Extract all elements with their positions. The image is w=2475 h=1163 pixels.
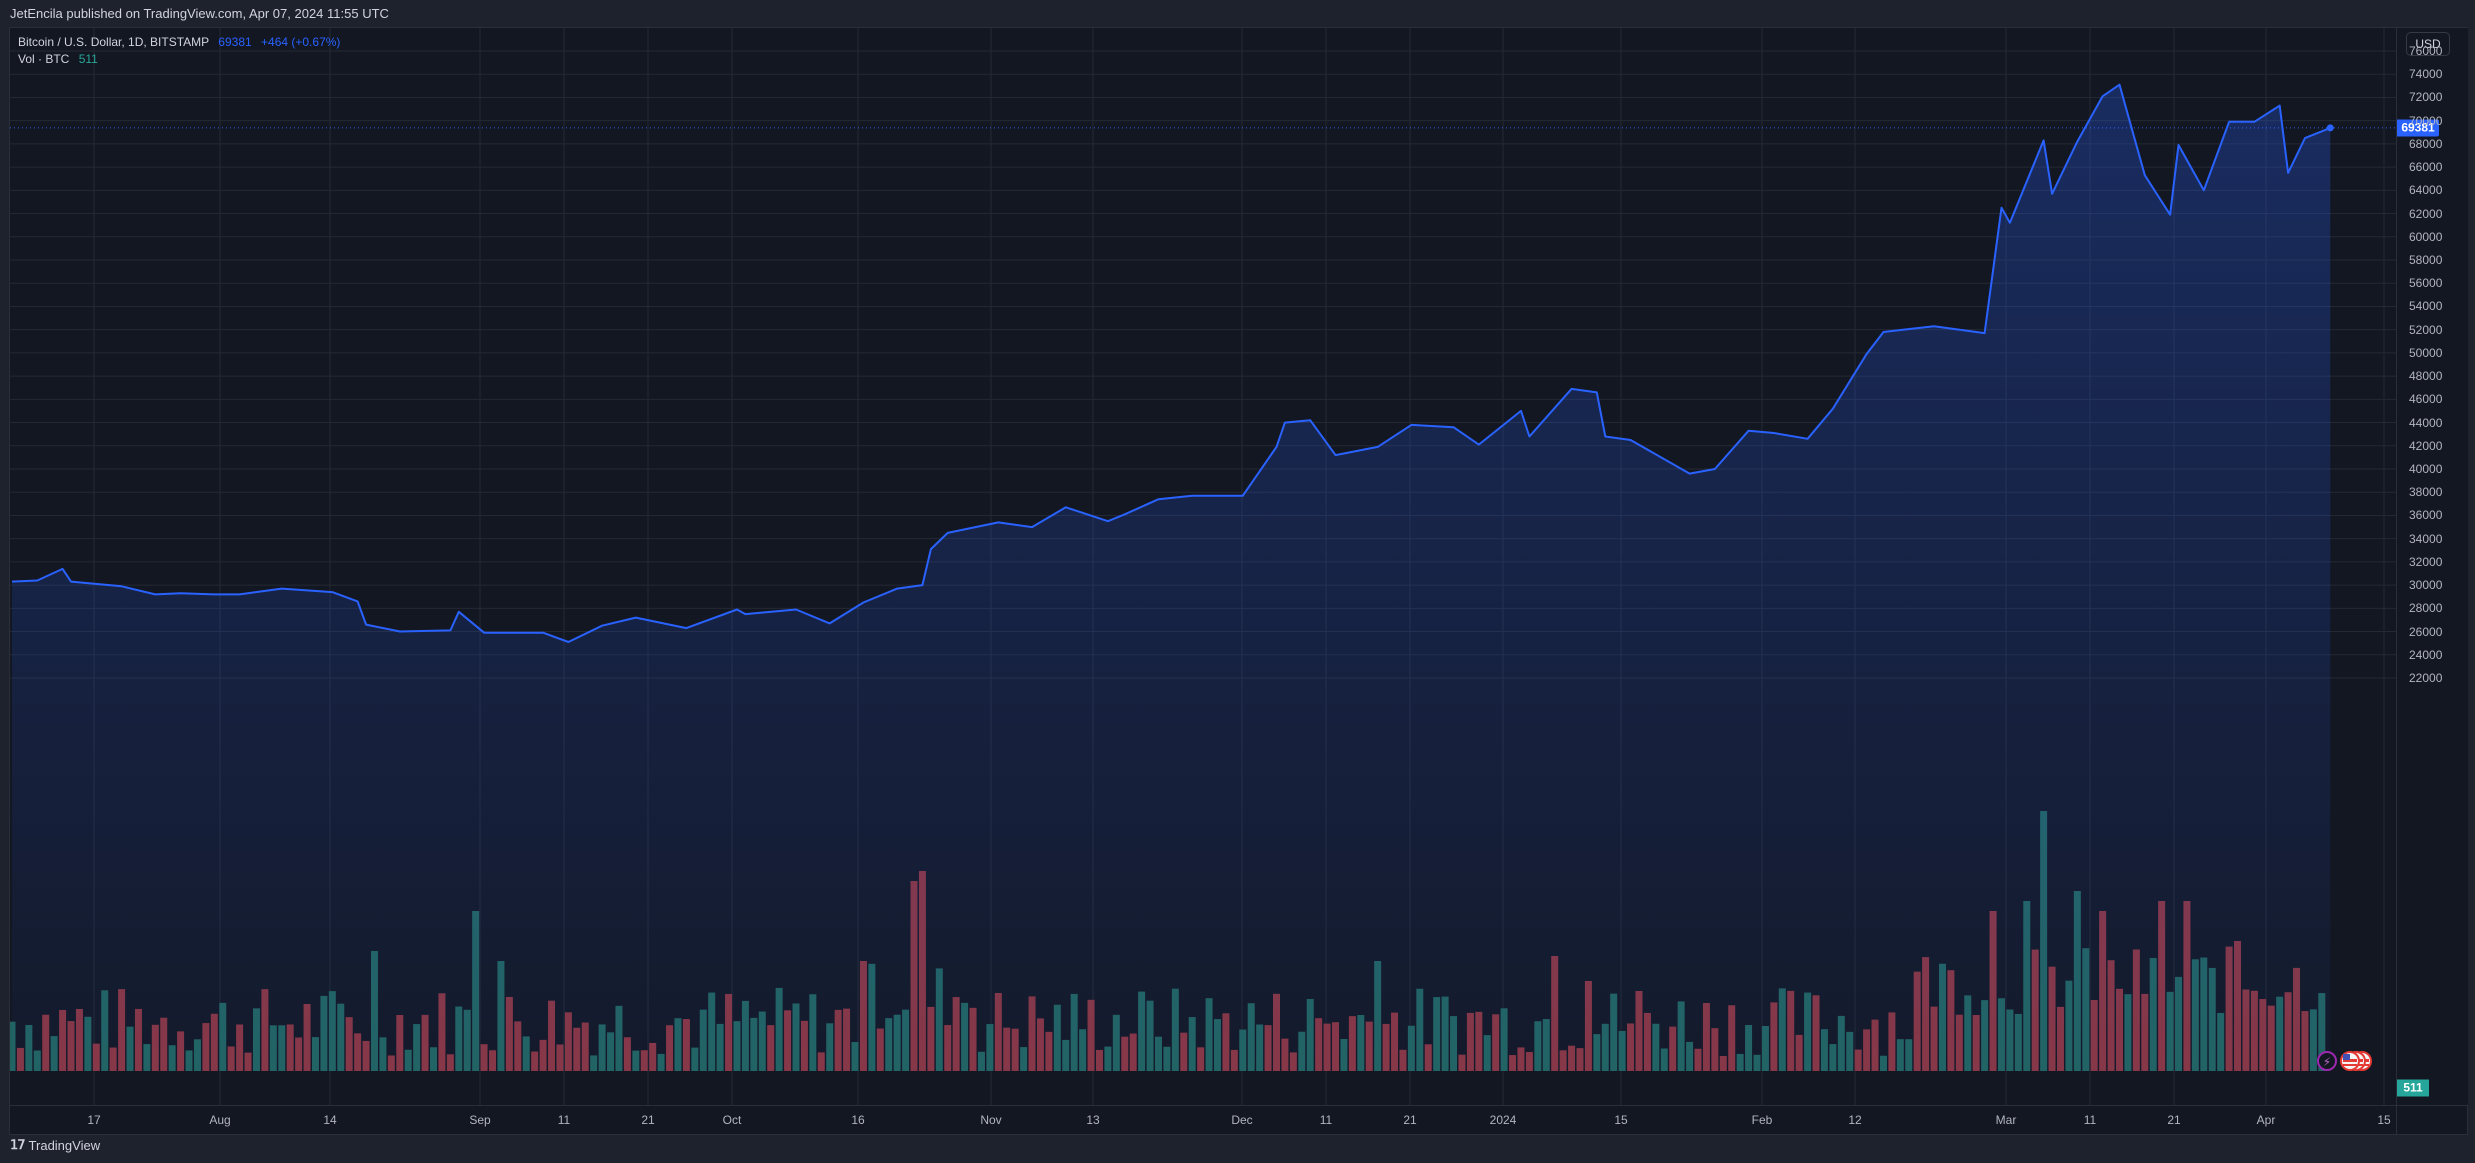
- time-tick-label: 21: [2167, 1113, 2181, 1127]
- price-tick-label: 54000: [2409, 299, 2443, 314]
- price-tick-label: 24000: [2409, 647, 2443, 662]
- price-tick-label: 32000: [2409, 554, 2443, 569]
- price-tick-label: 44000: [2409, 415, 2443, 430]
- currency-button[interactable]: USD: [2406, 32, 2450, 56]
- chart-legend: Bitcoin / U.S. Dollar, 1D, BITSTAMP 6938…: [18, 34, 340, 68]
- time-tick-label: 13: [1086, 1113, 1100, 1127]
- price-tick-label: 46000: [2409, 392, 2443, 407]
- price-tick-label: 68000: [2409, 136, 2443, 151]
- price-axis[interactable]: USD 69381 511 76000 74000 72000 70000 68000 6…: [2396, 28, 2468, 1105]
- time-tick-label: Oct: [722, 1113, 742, 1127]
- lightning-icon: [2317, 1051, 2337, 1071]
- time-tick-label: 11: [1319, 1113, 1333, 1127]
- svg-text:⚡: ⚡: [2323, 1055, 2331, 1069]
- price-tick-label: 38000: [2409, 485, 2443, 500]
- price-tick-label: 42000: [2409, 438, 2443, 453]
- publish-header: JetEncila published on TradingView.com, …: [10, 6, 389, 21]
- time-tick-label: Mar: [1995, 1113, 2017, 1127]
- time-tick-label: Feb: [1751, 1113, 1773, 1127]
- price-tick-label: 26000: [2409, 624, 2443, 639]
- price-tick-label: 66000: [2409, 160, 2443, 175]
- time-tick-label: Apr: [2256, 1113, 2276, 1127]
- time-tick-label: 21: [641, 1113, 655, 1127]
- time-tick-label: 17: [87, 1113, 101, 1127]
- time-tick-label: Aug: [209, 1113, 231, 1127]
- chart-plot-area[interactable]: ⚡ Bitcoin / U.S. Dollar, 1D, BITSTAMP 69…: [10, 28, 2396, 1105]
- legend-change: +464 (+0.67%): [261, 35, 341, 49]
- price-tick-label: 36000: [2409, 508, 2443, 523]
- price-chart-svg: ⚡: [10, 28, 2396, 1105]
- price-tick-label: 28000: [2409, 601, 2443, 616]
- footer: 𝟣𝟩 TradingView: [10, 1137, 100, 1153]
- time-axis[interactable]: 17 Aug 14 Sep 11 21 Oct 16 Nov 13 Dec 11 21 2024 15 Feb…: [10, 1105, 2396, 1135]
- time-tick-label: 11: [557, 1113, 571, 1127]
- legend-volume-value: 511: [78, 52, 98, 66]
- time-tick-label: 14: [323, 1113, 337, 1127]
- price-tick-label: 64000: [2409, 183, 2443, 198]
- price-tick-label: 50000: [2409, 345, 2443, 360]
- legend-symbol: Bitcoin / U.S. Dollar, 1D, BITSTAMP: [18, 35, 209, 49]
- footer-logo-text: TradingView: [28, 1137, 101, 1153]
- time-tick-label: Dec: [1231, 1113, 1253, 1127]
- volume-tag: 511: [2397, 1079, 2429, 1097]
- legend-price-row[interactable]: Bitcoin / U.S. Dollar, 1D, BITSTAMP 6938…: [18, 34, 340, 51]
- price-tick-label: 58000: [2409, 252, 2443, 267]
- time-tick-label: 11: [2083, 1113, 2097, 1127]
- event-markers[interactable]: ⚡: [2317, 1051, 2372, 1071]
- time-tick-label: 12: [1848, 1113, 1862, 1127]
- time-tick-label: 2024: [1489, 1113, 1517, 1127]
- current-price-tag: 69381: [2397, 119, 2439, 137]
- chart-frame: ⚡ Bitcoin / U.S. Dollar, 1D, BITSTAMP 69…: [9, 27, 2468, 1135]
- price-tick-label: 74000: [2409, 67, 2443, 82]
- price-tick-label: 40000: [2409, 461, 2443, 476]
- axis-corner: [2396, 1105, 2468, 1135]
- price-tick-label: 56000: [2409, 276, 2443, 291]
- time-tick-label: 15: [1614, 1113, 1628, 1127]
- time-tick-label: Nov: [980, 1113, 1002, 1127]
- legend-last-price: 69381: [218, 35, 252, 49]
- time-tick-label: 21: [1403, 1113, 1417, 1127]
- last-price-dot: [2326, 124, 2334, 132]
- time-tick-label: Sep: [469, 1113, 491, 1127]
- price-tick-label: 48000: [2409, 369, 2443, 384]
- price-line[interactable]: [11, 83, 2331, 643]
- price-tick-label: 22000: [2409, 670, 2443, 685]
- price-tick-label: 30000: [2409, 578, 2443, 593]
- price-tick-label: 34000: [2409, 531, 2443, 546]
- price-tick-label: 52000: [2409, 322, 2443, 337]
- legend-volume-row[interactable]: Vol · BTC 511: [18, 51, 340, 68]
- price-tick-label: 70000: [2409, 113, 2443, 128]
- price-tick-label: 76000: [2409, 44, 2443, 58]
- time-tick-label: 16: [851, 1113, 865, 1127]
- price-area-fill: [12, 84, 2331, 1071]
- tradingview-logo-icon: 𝟣𝟩: [10, 1137, 26, 1152]
- price-tick-label: 62000: [2409, 206, 2443, 221]
- price-tick-label: 60000: [2409, 229, 2443, 244]
- time-tick-label: 15: [2377, 1113, 2391, 1127]
- price-tick-label: 72000: [2409, 90, 2443, 105]
- legend-volume-label: Vol · BTC: [18, 52, 70, 66]
